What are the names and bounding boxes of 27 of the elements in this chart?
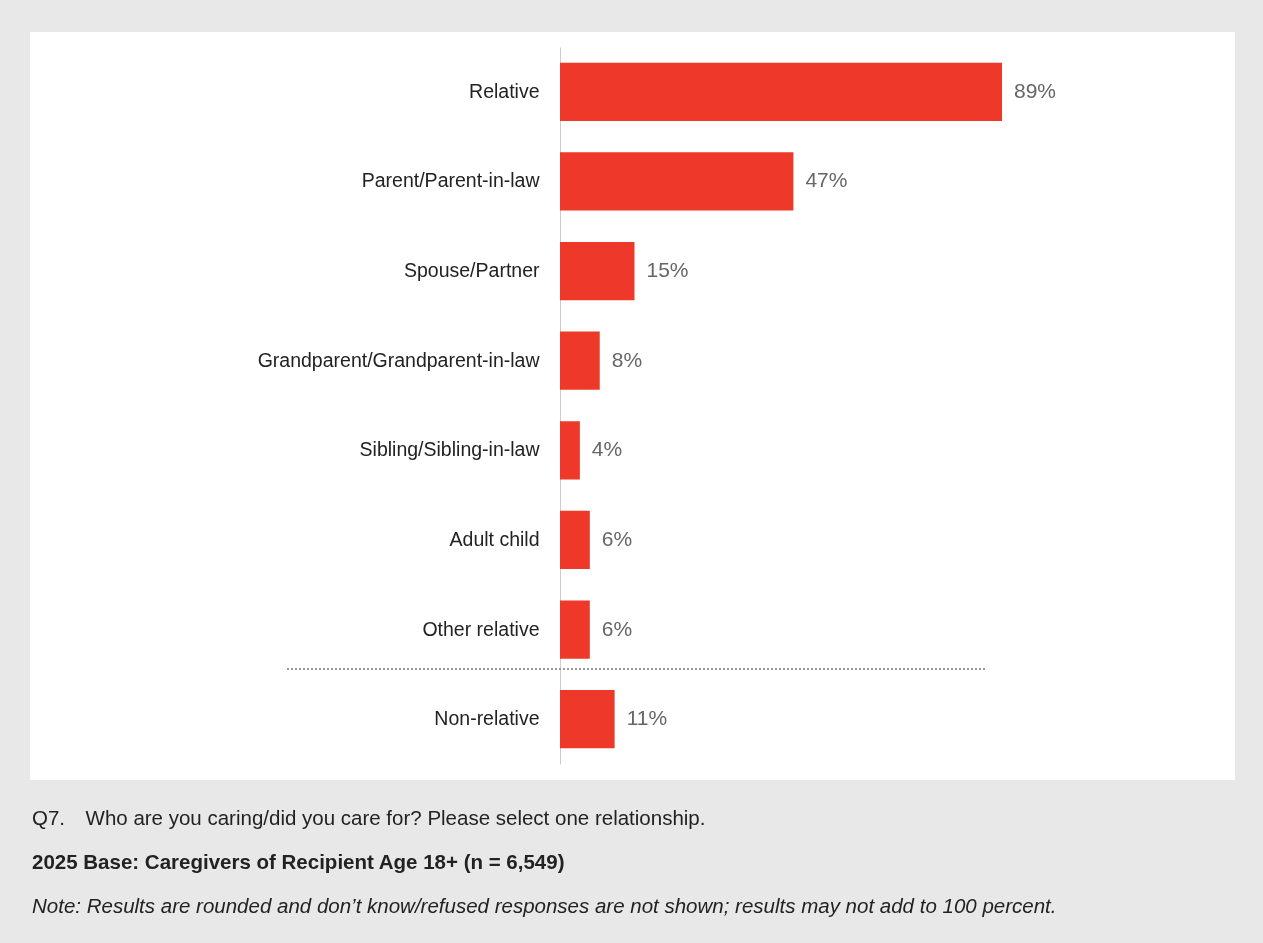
text: Q7. Who are you caring/did you care for? Please select one relationship. [32,805,707,831]
bar [560,62,1002,121]
y-tick-label: Relative [469,79,540,102]
data-label: 4% [591,437,623,461]
data-label: 89% [1014,78,1057,102]
text: 2025 Base: Caregivers of Recipient Age 18+ (n = 6,549) [32,849,566,875]
text: Note: Results are rounded and don’t know/refused responses are not shown; results may not add to 100 percent. [32,893,1058,919]
data-label: 15% [646,258,689,282]
data-label: 6% [601,526,633,550]
data-label: 47% [805,168,848,192]
data-label: 11% [626,706,668,730]
y-tick-label: Spouse/Partner [403,259,540,282]
y-tick-label: Grandparent/Grandparent-in-law [257,348,541,371]
bar [560,421,580,480]
bar [560,152,794,211]
y-tick-label: Parent/Parent-in-law [361,169,541,192]
data-label: 6% [601,616,633,640]
y-tick-label: Adult child [449,527,540,550]
y-tick-label: Other relative [422,617,540,640]
bar [560,331,600,390]
bar [560,600,590,659]
data-label: 8% [611,347,643,371]
bar [560,690,615,749]
bar [560,241,635,301]
y-tick-label: Non-relative [434,707,540,730]
y-tick-label: Sibling/Sibling-in-law [359,438,541,461]
bar [560,510,590,570]
